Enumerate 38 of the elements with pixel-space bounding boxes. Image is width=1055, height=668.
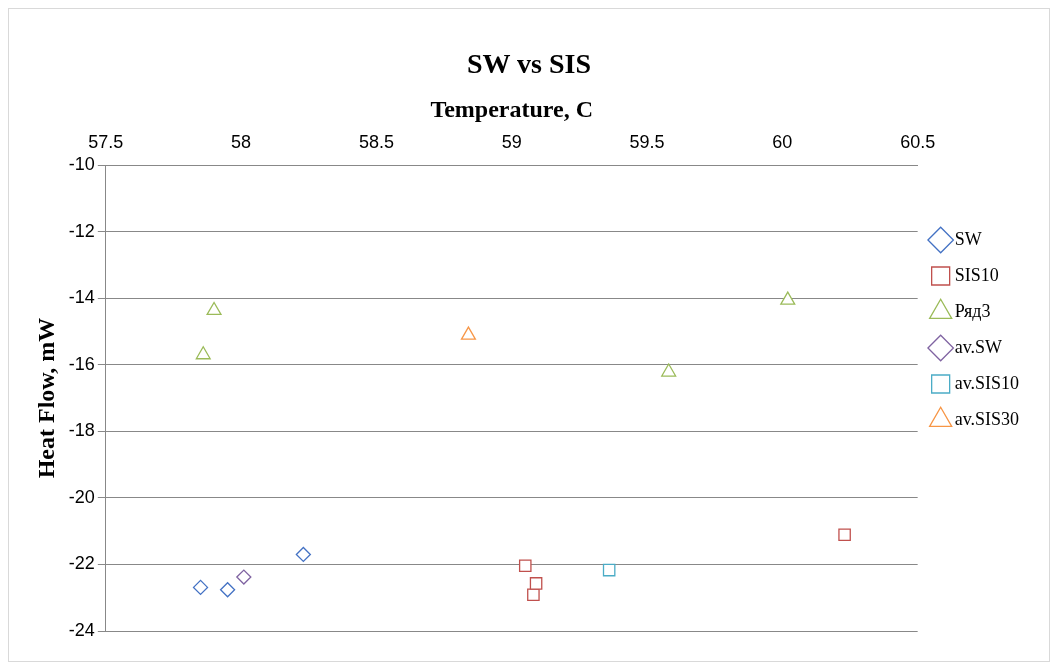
point	[295, 546, 312, 563]
point	[206, 301, 222, 316]
point	[219, 582, 236, 598]
point	[527, 588, 540, 602]
legend-label: av.SIS30	[954, 408, 1020, 429]
y-axis-title: Heat Flow, mW	[32, 317, 59, 479]
y-tick-label: -16	[68, 353, 95, 374]
point	[195, 346, 211, 360]
point	[236, 569, 252, 585]
legend-label: av.SW	[954, 336, 1002, 357]
x-tick-label: 59.5	[629, 132, 665, 153]
x-tick-label: 60	[772, 132, 793, 153]
legend-label: av.SIS10	[954, 372, 1020, 393]
point	[518, 559, 532, 573]
x-axis-title: Temperature, C	[430, 96, 594, 123]
chart-title: SW vs SIS	[466, 48, 592, 80]
y-tick-label: -14	[68, 287, 95, 308]
y-tick-label: -24	[68, 619, 95, 640]
y-tick-label: -18	[68, 420, 95, 441]
point	[602, 563, 616, 577]
point	[529, 577, 543, 590]
y-tick-label: -12	[68, 220, 95, 241]
x-tick-label: 60.5	[900, 132, 936, 153]
y-tick-label: -10	[68, 153, 95, 174]
point	[780, 291, 796, 305]
legend-label: SIS10	[954, 264, 999, 285]
y-tick-label: -20	[68, 486, 95, 507]
legend-label: SW	[954, 228, 982, 249]
x-tick-label: 58.5	[358, 132, 394, 153]
point	[661, 363, 677, 377]
x-tick-label: 59	[501, 132, 522, 153]
y-tick-label: -22	[68, 553, 95, 574]
point	[838, 528, 851, 542]
x-tick-label: 57.5	[88, 132, 124, 153]
x-tick-label: 58	[231, 132, 252, 153]
point	[192, 579, 209, 596]
legend-label: Ряд3	[954, 300, 991, 321]
point	[460, 326, 477, 340]
